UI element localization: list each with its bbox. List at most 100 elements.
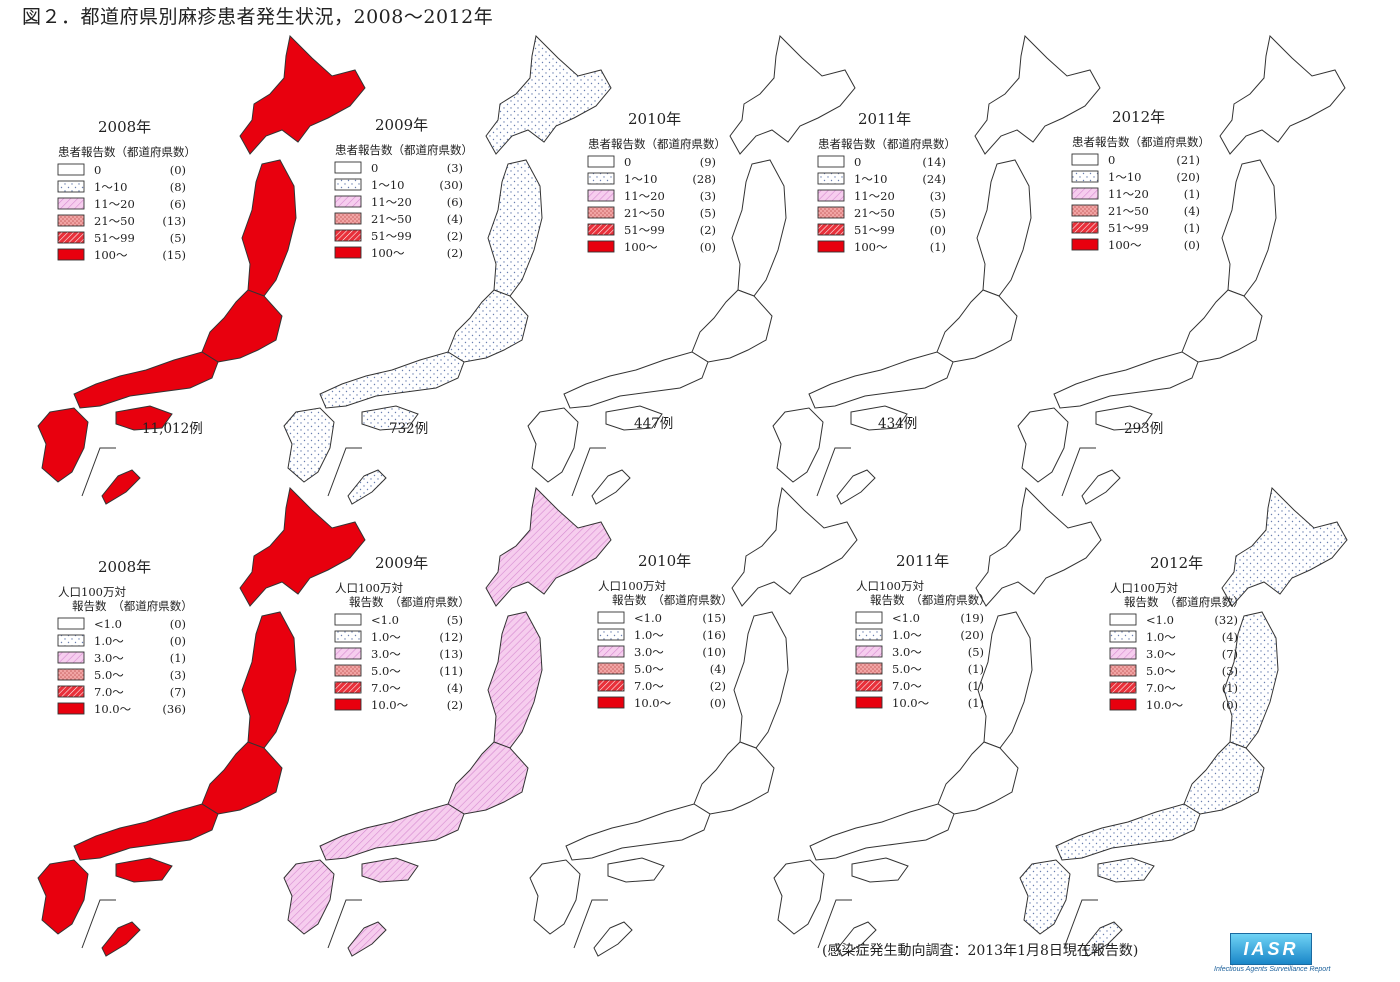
legend-swatch bbox=[1109, 681, 1137, 694]
legend-swatch bbox=[334, 195, 362, 208]
legend-title: 患者報告数（都道府県数） bbox=[818, 137, 956, 151]
legend-count: (15) bbox=[702, 611, 726, 625]
legend-count: (1) bbox=[968, 662, 984, 676]
legend-count: (6) bbox=[447, 195, 463, 209]
legend-swatch bbox=[1071, 221, 1099, 234]
legend-count: (36) bbox=[162, 702, 186, 716]
legend-category: 21〜50 bbox=[94, 214, 135, 228]
legend-swatch bbox=[587, 189, 615, 202]
legend-count: (5) bbox=[700, 206, 716, 220]
panel-year: 2011年 bbox=[896, 552, 949, 570]
legend-category: 5.0〜 bbox=[1146, 664, 1176, 678]
legend-category: 7.0〜 bbox=[892, 679, 922, 693]
legend-count: (15) bbox=[162, 248, 186, 262]
legend-swatch bbox=[57, 214, 85, 227]
panel-year: 2009年 bbox=[375, 554, 428, 572]
legend-swatch bbox=[587, 206, 615, 219]
legend-swatch bbox=[855, 611, 883, 624]
legend-category: 0 bbox=[371, 161, 378, 175]
legend-count: (5) bbox=[447, 613, 463, 627]
legend-category: 5.0〜 bbox=[94, 668, 124, 682]
legend-count: (19) bbox=[960, 611, 984, 625]
legend-count: (1) bbox=[170, 651, 186, 665]
legend-swatch bbox=[1109, 613, 1137, 626]
legend-category: 0 bbox=[854, 155, 861, 169]
legend-swatch bbox=[334, 246, 362, 259]
legend-category: 3.0〜 bbox=[371, 647, 401, 661]
legend-swatch bbox=[587, 240, 615, 253]
legend-category: 51〜99 bbox=[624, 223, 665, 237]
legend-category: 10.0〜 bbox=[1146, 698, 1184, 712]
legend-category: 11〜20 bbox=[94, 197, 135, 211]
legend-category: 3.0〜 bbox=[94, 651, 124, 665]
legend-count: (30) bbox=[439, 178, 463, 192]
legend-count: (21) bbox=[1176, 153, 1200, 167]
legend-category: 10.0〜 bbox=[371, 698, 409, 712]
source-note: (感染症発生動向調査：2013年1月8日現在報告数) bbox=[822, 943, 1139, 959]
legend-category: <1.0 bbox=[634, 611, 662, 625]
legend-category: 10.0〜 bbox=[94, 702, 132, 716]
legend-swatch bbox=[334, 229, 362, 242]
legend-category: 100〜 bbox=[371, 246, 405, 260]
okinawa-inset-frame bbox=[571, 447, 606, 497]
okinawa-inset-frame bbox=[817, 899, 852, 949]
panel-total: 447例 bbox=[634, 416, 673, 432]
legend-swatch bbox=[817, 240, 845, 253]
legend-count: (20) bbox=[1176, 170, 1200, 184]
legend-swatch bbox=[855, 628, 883, 641]
legend-category: 7.0〜 bbox=[1146, 681, 1176, 695]
legend-title: 患者報告数（都道府県数） bbox=[1072, 135, 1210, 149]
legend-swatch bbox=[587, 223, 615, 236]
legend-swatch bbox=[334, 664, 362, 677]
okinawa-inset-frame bbox=[573, 899, 608, 949]
page-title: 図２．都道府県別麻疹患者発生状況，2008〜2012年 bbox=[22, 6, 494, 28]
legend-category: 51〜99 bbox=[371, 229, 412, 243]
legend-count: (6) bbox=[170, 197, 186, 211]
legend-count: (16) bbox=[702, 628, 726, 642]
legend-swatch bbox=[597, 679, 625, 692]
legend-swatch bbox=[334, 613, 362, 626]
legend-category: 11〜20 bbox=[1108, 187, 1149, 201]
legend-swatch bbox=[57, 617, 85, 630]
legend-swatch bbox=[855, 679, 883, 692]
iasr-logo-caption: Infectious Agents Surveillance Report bbox=[1214, 966, 1331, 973]
legend-count: (1) bbox=[1184, 221, 1200, 235]
legend-swatch bbox=[1071, 153, 1099, 166]
legend-category: <1.0 bbox=[371, 613, 399, 627]
panel-year: 2010年 bbox=[628, 110, 681, 128]
legend-title: 報告数 （都道府県数） bbox=[349, 595, 470, 609]
legend-swatch bbox=[57, 634, 85, 647]
legend-swatch bbox=[817, 155, 845, 168]
panel-total: 293例 bbox=[1124, 421, 1163, 437]
legend-category: 1.0〜 bbox=[634, 628, 664, 642]
panel-total: 434例 bbox=[878, 416, 917, 432]
legend-swatch bbox=[1109, 664, 1137, 677]
legend-count: (2) bbox=[700, 223, 716, 237]
legend-category: 10.0〜 bbox=[892, 696, 930, 710]
legend-count: (10) bbox=[702, 645, 726, 659]
panel-total: 732例 bbox=[389, 421, 428, 437]
legend-swatch bbox=[817, 223, 845, 236]
legend-category: 1.0〜 bbox=[371, 630, 401, 644]
legend-swatch bbox=[597, 628, 625, 641]
legend-swatch bbox=[597, 662, 625, 675]
legend-swatch bbox=[855, 662, 883, 675]
okinawa-inset-frame bbox=[1061, 447, 1096, 497]
legend-category: 1〜10 bbox=[94, 180, 127, 194]
legend-title: 報告数 （都道府県数） bbox=[870, 593, 991, 607]
legend-category: 11〜20 bbox=[371, 195, 412, 209]
legend-title: 報告数 （都道府県数） bbox=[72, 599, 193, 613]
okinawa-inset-frame bbox=[81, 447, 116, 497]
legend-swatch bbox=[57, 197, 85, 210]
legend-category: 51〜99 bbox=[854, 223, 895, 237]
